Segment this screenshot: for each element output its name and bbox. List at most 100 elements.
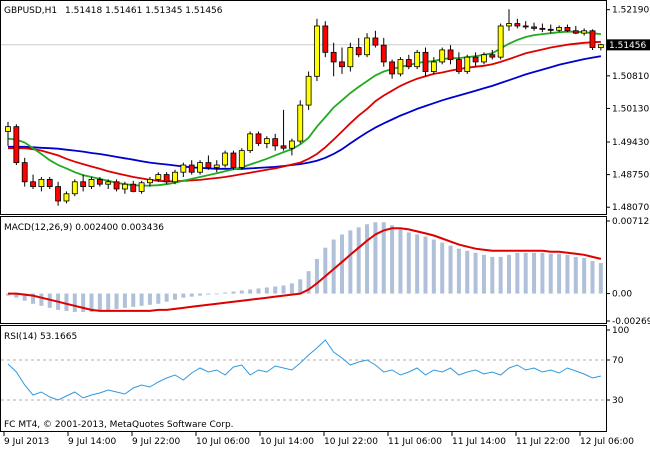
- candle-body: [197, 162, 203, 173]
- candle: [422, 47, 429, 77]
- candle-body: [63, 193, 70, 202]
- macd-bar: [456, 248, 461, 294]
- macd-bar: [465, 250, 470, 294]
- time-axis: 9 Jul 2013 9 Jul 14:00 9 Jul 22:00 10 Jul 0…: [3, 432, 634, 447]
- candle-body: [55, 186, 61, 202]
- macd-bar: [565, 254, 570, 294]
- candle: [455, 52, 462, 74]
- candle-body: [88, 178, 95, 187]
- candle: [80, 174, 87, 192]
- rsi-tick-label: 70: [612, 356, 624, 366]
- candle: [280, 109, 287, 151]
- time-tick-label: 10 Jul 14:00: [260, 437, 314, 447]
- macd-bar: [39, 293, 44, 306]
- candle: [597, 43, 604, 51]
- candle-body: [547, 28, 554, 31]
- candle: [405, 54, 412, 70]
- time-tick-label: 9 Jul 14:00: [68, 437, 117, 447]
- candle: [414, 49, 421, 70]
- candle-body: [464, 56, 471, 72]
- candle-body: [305, 75, 312, 106]
- candle-body: [288, 140, 295, 149]
- candle-body: [46, 178, 53, 187]
- candle-body: [130, 183, 137, 192]
- candle: [531, 22, 537, 31]
- macd-bar: [114, 293, 119, 309]
- macd-bar: [214, 293, 219, 295]
- candle: [222, 150, 229, 168]
- time-tick-label: 11 Jul 22:00: [516, 437, 570, 447]
- candle: [38, 177, 45, 192]
- candle: [213, 160, 220, 173]
- macd-tick-label: -0.00269: [612, 317, 650, 327]
- candle: [380, 37, 387, 67]
- macd-bar: [189, 293, 194, 297]
- time-tick-label: 10 Jul 06:00: [196, 437, 250, 447]
- candle: [389, 59, 396, 79]
- macd-bar: [557, 253, 562, 294]
- candle: [572, 25, 579, 35]
- symbol-label: GBPUSD,H1: [4, 6, 57, 16]
- rsi-line: [7, 339, 602, 401]
- candle: [230, 150, 237, 170]
- copyright-text: FC MT4, © 2001-2013, MetaQuotes Software…: [4, 420, 234, 430]
- candle-body: [322, 25, 329, 53]
- candle-body: [430, 61, 437, 72]
- rsi-pane[interactable]: RSI(14) 53.1665 FC MT4, © 2001-2013, Met…: [1, 332, 606, 430]
- macd-title: MACD(12,26,9) 0.002400 0.003436: [4, 223, 164, 233]
- candle: [305, 71, 312, 110]
- macd-bar: [582, 257, 587, 294]
- candle-body: [105, 181, 112, 185]
- candle-body: [339, 61, 345, 68]
- macd-bar: [298, 279, 303, 294]
- candle: [589, 29, 596, 50]
- candle: [347, 42, 354, 72]
- time-tick-label: 10 Jul 22:00: [324, 437, 378, 447]
- price-tick-label: 1.48750: [612, 171, 649, 181]
- candle: [188, 160, 195, 175]
- rsi-axis: 100 70 30: [606, 326, 629, 406]
- price-tick-label: 1.52190: [612, 6, 649, 16]
- macd-bar: [231, 291, 236, 294]
- macd-bar: [406, 232, 411, 294]
- price-pane[interactable]: GBPUSD,H1 1.51418 1.51461 1.51345 1.5145…: [1, 6, 606, 206]
- rsi-title: RSI(14) 53.1665: [4, 332, 77, 342]
- candle: [205, 155, 212, 170]
- candle-body: [422, 51, 429, 72]
- candle: [130, 180, 137, 193]
- macd-bar: [481, 254, 486, 294]
- candle-body: [155, 174, 162, 180]
- candle: [155, 172, 162, 182]
- price-tick-label: 1.49430: [612, 138, 649, 148]
- candle: [71, 179, 78, 197]
- candle-body: [213, 164, 220, 168]
- candle-body: [497, 25, 504, 58]
- macd-bar: [156, 293, 161, 304]
- macd-bar: [398, 229, 403, 294]
- pane-frames: [0, 0, 607, 432]
- candle-body: [564, 27, 571, 32]
- time-tick-label: 11 Jul 06:00: [388, 437, 442, 447]
- candle-body: [188, 164, 195, 173]
- candle-body: [364, 37, 370, 56]
- candle: [447, 45, 454, 65]
- macd-bar: [122, 293, 127, 308]
- candle: [163, 172, 170, 185]
- candle: [506, 9, 512, 31]
- time-tick-label: 9 Jul 2013: [4, 437, 49, 447]
- time-tick-label: 9 Jul 22:00: [132, 437, 181, 447]
- candle: [564, 24, 571, 33]
- candle: [197, 160, 203, 175]
- candle: [21, 157, 28, 187]
- macd-bar: [239, 290, 244, 294]
- macd-bar: [256, 288, 261, 294]
- time-tick-label: 12 Jul 06:00: [580, 437, 634, 447]
- macd-bar: [440, 242, 445, 294]
- macd-bar: [139, 293, 144, 306]
- candle: [355, 37, 362, 58]
- macd-bar: [515, 252, 520, 294]
- macd-pane[interactable]: MACD(12,26,9) 0.002400 0.003436: [4, 222, 603, 312]
- candle: [439, 47, 446, 65]
